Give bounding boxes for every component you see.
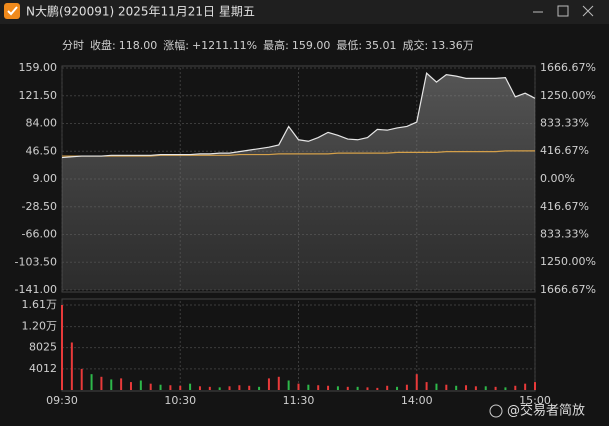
volume-bar (425, 382, 428, 390)
y2-tick-label: 1250.00% (540, 255, 596, 268)
volume-bar (179, 385, 182, 390)
x-tick-label: 11:30 (283, 394, 315, 407)
y2-tick-label: 416.67% (540, 144, 589, 157)
x-tick-label: 10:30 (164, 394, 196, 407)
info-label: 最高: (263, 38, 289, 52)
volume-bar (336, 386, 339, 390)
volume-bar (465, 385, 468, 390)
y2-tick-label: 416.67% (540, 200, 589, 213)
info-label: 成交: (403, 38, 429, 52)
volume-bar (100, 376, 103, 390)
y-tick-label: -103.50 (15, 255, 57, 268)
close-button[interactable] (582, 5, 594, 17)
volume-bar (376, 387, 379, 390)
volume-bar (120, 378, 123, 390)
volume-bar (267, 378, 270, 390)
volume-bar (405, 384, 408, 390)
volume-bar (287, 380, 290, 390)
volume-bar (258, 386, 261, 390)
volume-bar (198, 386, 201, 390)
info-mode: 分时 (62, 39, 84, 52)
maximize-button[interactable] (557, 5, 569, 17)
volume-bar (524, 383, 527, 390)
volume-bar (189, 383, 192, 390)
y-tick-label: -66.00 (22, 228, 57, 241)
volume-bar (307, 384, 310, 390)
volume-bar (386, 385, 389, 390)
volume-tick-label: 8025 (29, 341, 57, 354)
volume-bar (159, 384, 162, 390)
y2-tick-label: 833.33% (540, 227, 589, 240)
y-tick-label: 84.00 (26, 117, 58, 130)
info-bar: 分时 收盘: 118.00 涨幅: +1211.11% 最高: 159.00 最低: 35.01… (62, 38, 474, 52)
app-icon-check (7, 6, 18, 16)
watermark: @交易者简放 (507, 403, 585, 419)
volume-bar (474, 386, 477, 390)
volume-bar (317, 385, 320, 390)
volume-bar (327, 385, 330, 390)
x-tick-label: 15:00 (519, 394, 551, 407)
y2-tick-label: 1666.67% (540, 61, 596, 74)
volume-bar (80, 368, 83, 390)
volume-bar (514, 385, 517, 390)
volume-bar (228, 386, 231, 390)
volume-bar (129, 382, 132, 390)
volume-bar (455, 385, 458, 390)
volume-bar (277, 376, 280, 390)
volume-bar (396, 386, 399, 390)
volume-bar (149, 383, 152, 390)
x-tick-label: 14:00 (401, 394, 433, 407)
y-tick-label: 46.50 (26, 144, 58, 157)
volume-bar (70, 342, 73, 390)
volume-bar (534, 382, 536, 390)
volume-bar (484, 386, 487, 390)
volume-bar (346, 386, 349, 390)
volume-bar (445, 384, 448, 390)
volume-bar (208, 386, 211, 390)
volume-bar (169, 385, 172, 390)
price-area (62, 73, 535, 291)
volume-bar (356, 386, 359, 390)
app-icon (4, 3, 20, 19)
info-value: 35.01 (365, 39, 397, 52)
info-value: 118.00 (119, 39, 158, 52)
info-value: 159.00 (292, 39, 331, 52)
y2-tick-label: 1666.67% (540, 283, 596, 296)
average-line (62, 150, 535, 157)
weibo-icon (489, 404, 503, 418)
volume-bar (415, 374, 418, 390)
volume-bar (494, 386, 497, 390)
info-value: +1211.11% (192, 39, 257, 52)
volume-bar (248, 385, 251, 390)
volume-bar (297, 383, 300, 390)
volume-tick-label: 1.61万 (22, 298, 58, 311)
y2-tick-label: 0.00% (540, 172, 575, 185)
y-tick-label: 159.00 (19, 61, 58, 74)
volume-bar (366, 387, 369, 390)
volume-tick-label: 1.20万 (22, 320, 58, 333)
volume-bar (110, 379, 113, 390)
info-label: 最低: (336, 39, 362, 52)
volume-bar (139, 380, 142, 390)
y-tick-label: 121.50 (19, 89, 58, 102)
y-tick-label: 9.00 (33, 172, 58, 185)
volume-bar (218, 387, 221, 390)
y-tick-label: -141.00 (15, 283, 57, 296)
volume-tick-label: 4012 (29, 362, 57, 375)
volume-bar (90, 374, 93, 390)
info-value: 13.36万 (431, 39, 474, 52)
volume-bar (61, 305, 63, 390)
volume-bar (504, 387, 507, 390)
info-label: 涨幅: (163, 39, 189, 52)
price-line (61, 72, 536, 159)
y-tick-label: -28.50 (22, 200, 57, 213)
volume-bar (238, 385, 241, 390)
y2-tick-label: 1250.00% (540, 89, 596, 102)
info-label: 收盘: (90, 38, 116, 52)
volume-bar (435, 383, 438, 390)
x-tick-label: 09:30 (46, 394, 78, 407)
window-title: N大鹏(920091) 2025年11月21日 星期五 (26, 5, 255, 19)
y2-tick-label: 833.33% (540, 117, 589, 130)
